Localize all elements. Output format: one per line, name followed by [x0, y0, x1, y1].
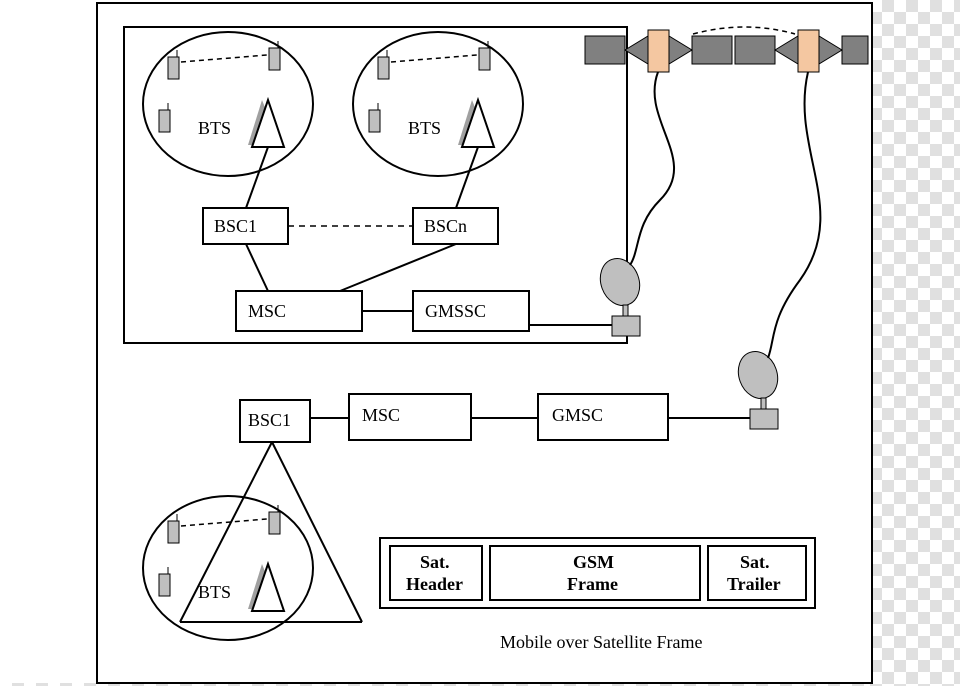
- gsm-frame-1: GSM: [573, 552, 614, 572]
- msc-lower-label: MSC: [362, 405, 400, 425]
- bts-label-1: BTS: [198, 118, 231, 138]
- caption: Mobile over Satellite Frame: [500, 632, 702, 652]
- bsc1-label: BSC1: [214, 216, 257, 236]
- gmsc-label: GMSC: [552, 405, 603, 425]
- sat-trailer-2: Trailer: [727, 574, 781, 594]
- gmssc-label: GMSSC: [425, 301, 486, 321]
- sat-trailer-1: Sat.: [740, 552, 770, 572]
- gsm-frame-2: Frame: [567, 574, 618, 594]
- bts-label-2: BTS: [408, 118, 441, 138]
- bsc1-lower-label: BSC1: [248, 410, 291, 430]
- sat-header-2: Header: [406, 574, 463, 594]
- inner-frame: [124, 27, 627, 343]
- frame-structure: Sat. Header GSM Frame Sat. Trailer: [380, 538, 815, 608]
- msc-label: MSC: [248, 301, 286, 321]
- sat-header-1: Sat.: [420, 552, 450, 572]
- bts-label-3: BTS: [198, 582, 231, 602]
- bscn-label: BSCn: [424, 216, 467, 236]
